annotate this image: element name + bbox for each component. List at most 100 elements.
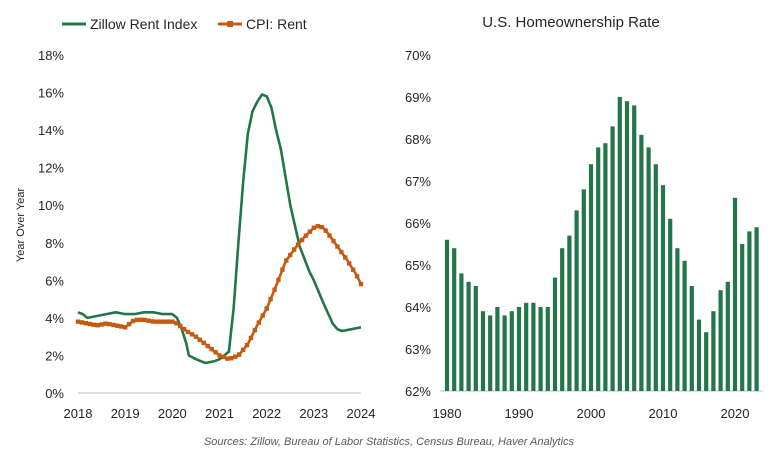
series-marker-cpi-rent: [280, 267, 285, 272]
series-marker-cpi-rent: [350, 267, 356, 272]
x-tick-label: 2018: [64, 406, 93, 421]
series-marker-cpi-rent: [87, 321, 92, 327]
x-tick-label: 2023: [299, 406, 328, 421]
bar-2003: [610, 126, 615, 392]
y-tick-label: 0%: [45, 386, 64, 401]
bar-1995: [552, 277, 558, 391]
bar-1987: [495, 307, 500, 391]
series-marker-cpi-rent: [331, 238, 336, 244]
series-marker-cpi-rent: [236, 352, 242, 357]
series-marker-cpi-rent: [154, 319, 159, 324]
x-tick-label: 1990: [505, 406, 534, 421]
series-marker-cpi-rent: [189, 332, 195, 337]
bar-2010: [660, 185, 666, 391]
bar-1981: [452, 248, 457, 391]
y-tick-label: 62%: [405, 384, 431, 399]
y-tick-label: 70%: [405, 48, 431, 63]
series-marker-cpi-rent: [115, 323, 120, 328]
bar-2023: [754, 227, 759, 391]
series-marker-cpi-rent: [229, 356, 234, 361]
plot-area: [75, 93, 364, 365]
series-marker-cpi-rent: [264, 306, 269, 311]
series-marker-cpi-rent: [193, 334, 199, 339]
bar-2022: [747, 231, 752, 391]
x-tick-label: 2022: [252, 406, 281, 421]
series-marker-cpi-rent: [225, 356, 230, 361]
y-tick-label: 68%: [405, 132, 431, 147]
series-marker-cpi-rent: [347, 261, 352, 266]
bar-1990: [516, 307, 522, 391]
series-marker-cpi-rent: [339, 249, 344, 255]
bar-2021: [740, 244, 745, 391]
bar-2007: [639, 134, 644, 392]
bar-2011: [668, 218, 673, 391]
series-marker-cpi-rent: [126, 321, 132, 327]
y-tick-label: 12%: [38, 161, 64, 176]
bar-2001: [596, 147, 601, 391]
bar-1989: [509, 311, 514, 391]
series-marker-cpi-rent: [240, 347, 246, 353]
bar-2008: [646, 147, 651, 391]
bar-2016: [704, 332, 709, 391]
series-marker-cpi-rent: [122, 325, 128, 330]
x-tick-label: 2020: [721, 406, 750, 421]
y-axis-label: Year Over Year: [15, 188, 27, 263]
legend-marker-cpi: [227, 21, 233, 27]
series-marker-cpi-rent: [185, 329, 191, 335]
bar-2004: [617, 97, 622, 391]
series-marker-cpi-rent: [311, 225, 317, 230]
bar-1986: [488, 315, 493, 391]
series-marker-cpi-rent: [142, 317, 148, 323]
y-tick-label: 16%: [38, 86, 64, 101]
series-marker-cpi-rent: [248, 335, 254, 341]
y-axis-ticks: 0% 2% 4% 6% 8% 10% 12% 14% 16% 18%: [38, 48, 64, 401]
bar-1993: [538, 307, 543, 391]
x-axis-ticks: 2018 2019 2020 2021 2022 2023 2024: [64, 406, 376, 421]
series-marker-cpi-rent: [158, 319, 163, 324]
y-tick-label: 14%: [38, 123, 64, 138]
series-line-zillow-rent-index: [77, 93, 362, 365]
homeownership-chart: U.S. Homeownership Rate 62%63%64%65%66%6…: [405, 14, 763, 421]
bar-2005: [624, 101, 630, 391]
x-tick-label: 2021: [205, 406, 234, 421]
legend-item-zillow: Zillow Rent Index: [62, 16, 197, 32]
series-marker-cpi-rent: [284, 258, 289, 263]
series-marker-cpi-rent: [138, 317, 144, 322]
legend-item-cpi: CPI: Rent: [218, 16, 307, 32]
series-marker-cpi-rent: [130, 318, 136, 324]
bar-1999: [581, 189, 586, 391]
bar-2017: [711, 311, 716, 391]
series-marker-cpi-rent: [315, 223, 320, 229]
series-marker-cpi-rent: [244, 342, 250, 348]
y-tick-label: 64%: [405, 300, 431, 315]
series-marker-cpi-rent: [288, 252, 293, 258]
y-tick-label: 8%: [45, 236, 64, 251]
y-tick-label: 6%: [45, 273, 64, 288]
series-marker-cpi-rent: [197, 337, 203, 342]
bar-2006: [632, 105, 637, 392]
series-marker-cpi-rent: [83, 321, 89, 326]
y-tick-label: 69%: [405, 90, 431, 105]
series-marker-cpi-rent: [201, 340, 206, 346]
series-marker-cpi-rent: [221, 354, 226, 360]
bar-1997: [567, 235, 572, 391]
y-tick-label: 66%: [405, 216, 431, 231]
bar-1998: [574, 210, 579, 391]
bar-1984: [473, 286, 478, 391]
series-marker-cpi-rent: [119, 324, 124, 329]
bar-1992: [531, 302, 536, 391]
series-marker-cpi-rent: [146, 318, 151, 323]
source-note: Sources: Zillow, Bureau of Labor Statist…: [204, 436, 575, 448]
bar-2013: [682, 260, 687, 391]
series-marker-cpi-rent: [107, 321, 112, 327]
rent-growth-chart: Zillow Rent Index CPI: Rent Year Over Ye…: [15, 16, 375, 421]
series-marker-cpi-rent: [205, 343, 210, 349]
bar-2014: [689, 286, 694, 391]
bar-1982: [459, 273, 464, 391]
x-tick-label: 2010: [649, 406, 678, 421]
series-marker-cpi-rent: [95, 323, 100, 328]
x-tick-label: 1980: [433, 406, 462, 421]
series-marker-cpi-rent: [303, 233, 309, 238]
bar-1980: [444, 239, 450, 391]
